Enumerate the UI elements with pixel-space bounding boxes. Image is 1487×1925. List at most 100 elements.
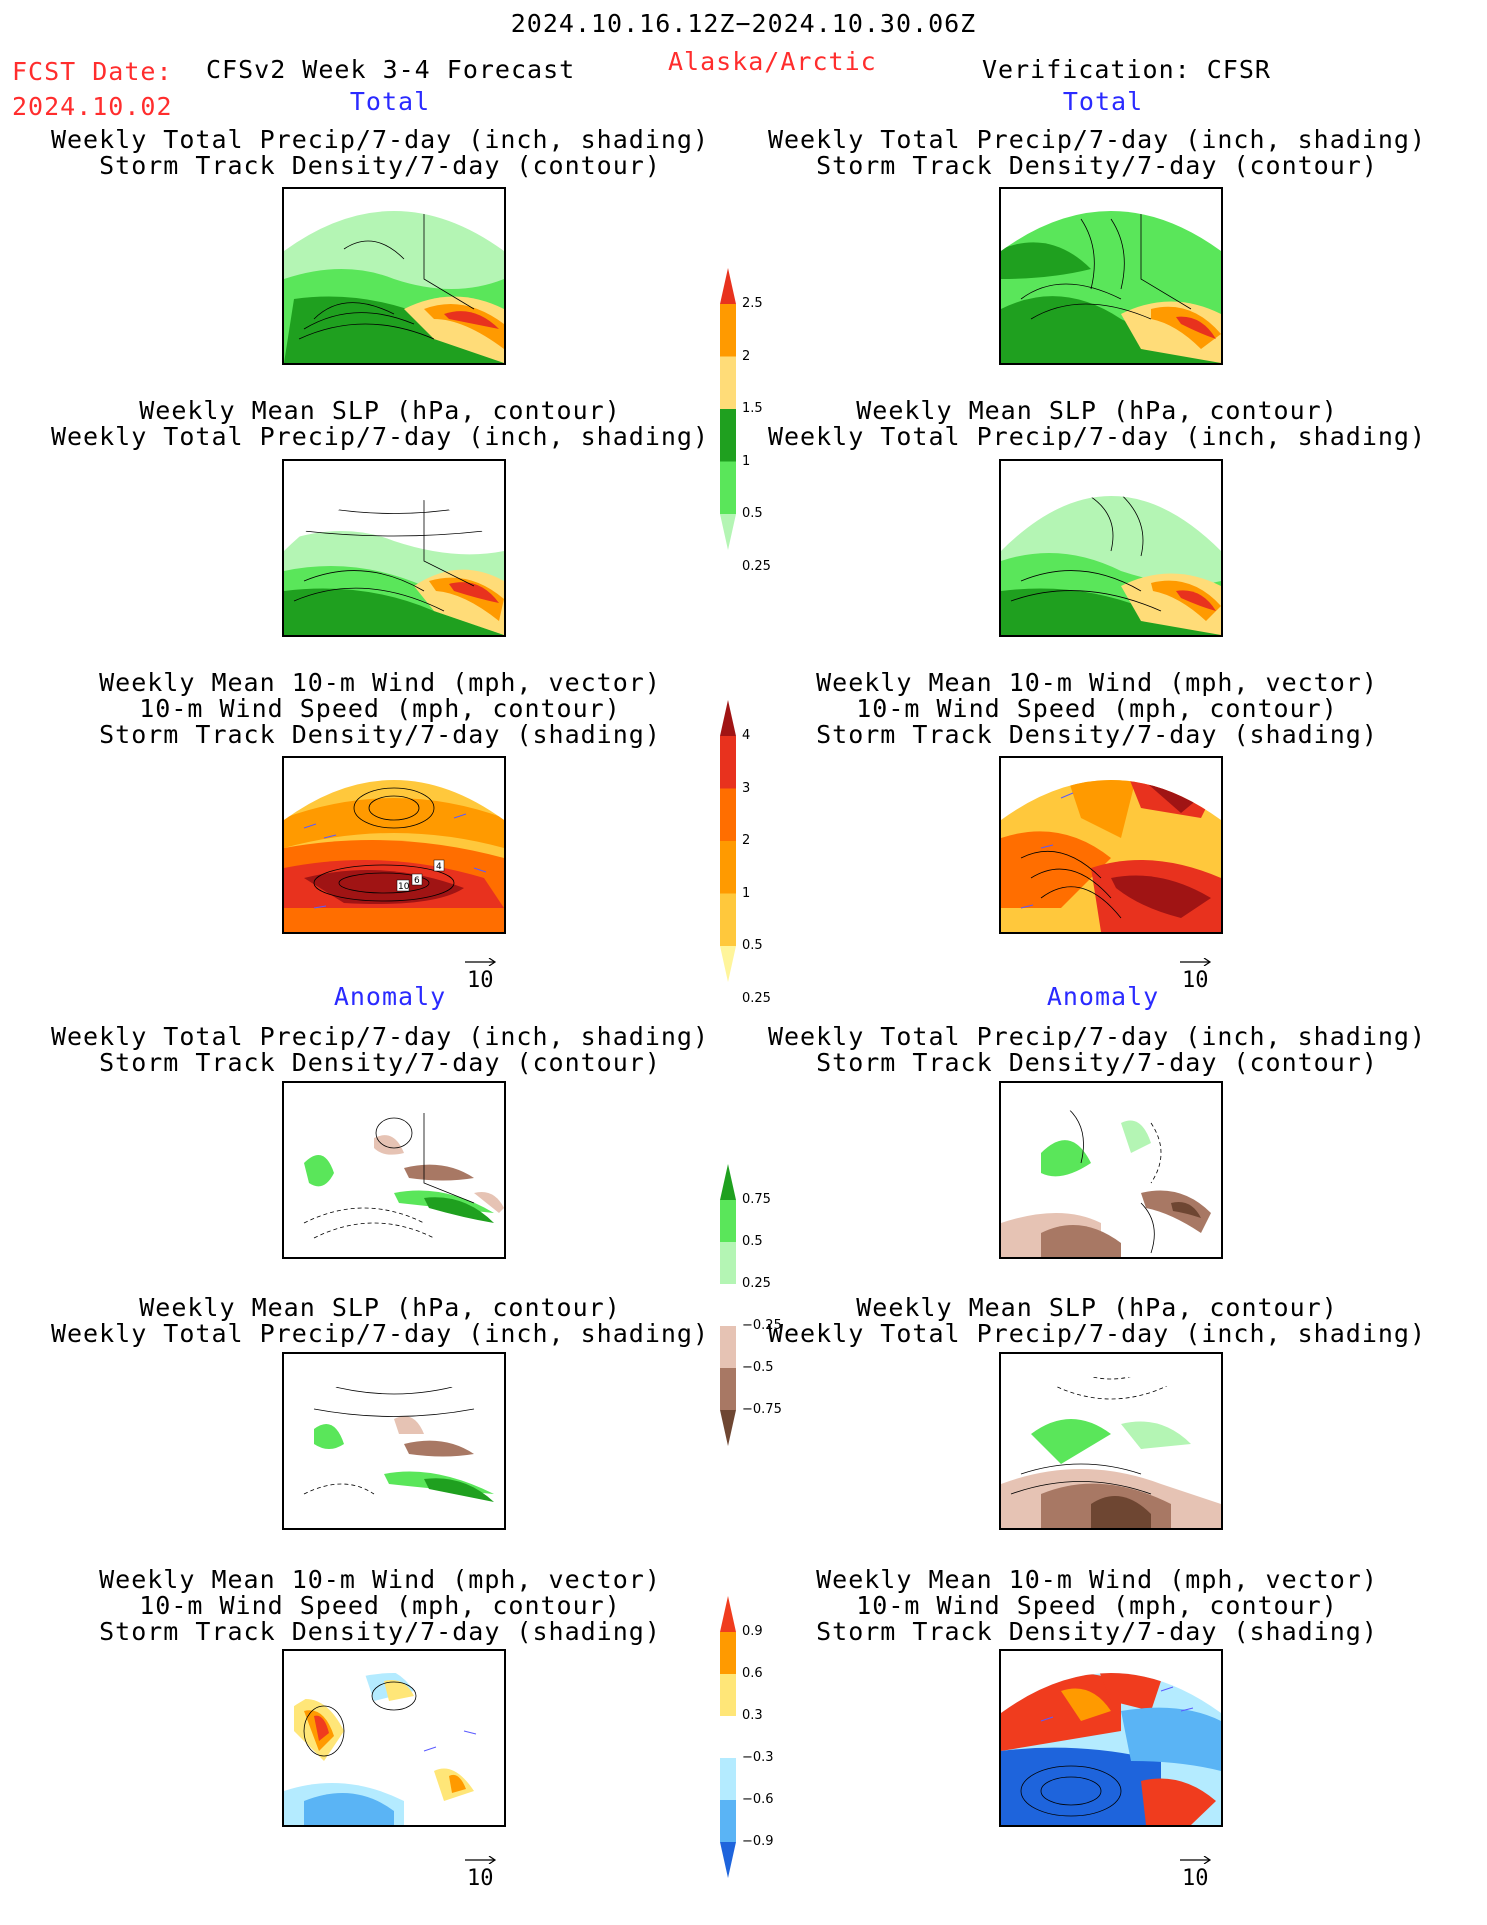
colorbar-track-anom: 0.9 0.6 0.3 −0.3 −0.6 −0.9	[718, 1596, 818, 1878]
colorbar-top-triangle	[720, 1164, 736, 1200]
section-total-right: Total	[1062, 87, 1144, 116]
precip-track-cfsr-svg	[1001, 211, 1221, 363]
vector-ref-arrow-icon	[1180, 958, 1212, 966]
colorbar-tick-label: 0.9	[742, 1624, 763, 1639]
colorbar-tick-label: 2	[742, 348, 751, 364]
slp-precip-forecast-svg	[284, 496, 504, 635]
map-precip-track-anom-forecast	[282, 1081, 506, 1259]
colorbar-swatch	[720, 893, 736, 946]
slp-precip-cfsr-svg	[1001, 496, 1221, 635]
map-slp-precip-cfsr	[999, 459, 1223, 637]
title-precip-track-anom-right: Weekly Total Precip/7-day (inch, shading…	[767, 1022, 1427, 1077]
colorbar-swatch	[720, 1326, 736, 1368]
colorbar-precip-anom: 0.75 0.5 0.25 −0.25 −0.5 −0.75	[718, 1164, 818, 1446]
colorbar-precip-total: 2.5 2 1.5 1 0.5 0.25	[718, 268, 818, 574]
colorbar-swatch	[720, 788, 736, 841]
colorbar-swatch	[720, 841, 736, 894]
map-label-10: 10	[398, 882, 410, 892]
vector-ref-label: 10	[467, 968, 494, 993]
colorbar-svg	[720, 268, 736, 550]
colorbar-tick-label: −0.6	[742, 1792, 774, 1807]
wind-track-anom-forecast-svg	[284, 1673, 504, 1825]
colorbar-tick-label: 4	[742, 728, 751, 743]
colorbar-tick-label: −0.5	[742, 1360, 774, 1375]
colorbar-tick-label: 1.5	[742, 401, 763, 416]
colorbar-tick-label: 0.3	[742, 1708, 763, 1723]
colorbar-top-triangle	[720, 268, 736, 304]
colorbar-bottom-triangle	[720, 1410, 736, 1446]
colorbar-tick-label: −0.3	[742, 1750, 774, 1765]
colorbar-top-triangle	[720, 1596, 736, 1632]
precip-track-forecast-svg	[284, 211, 504, 363]
colorbar-svg	[720, 700, 736, 982]
vector-ref-arrow-icon	[465, 1856, 497, 1864]
map-precip-track-cfsr	[999, 187, 1223, 365]
colorbar-tick-label: 0.75	[742, 1192, 771, 1207]
colorbar-swatch	[720, 356, 736, 409]
colorbar-tick-label: 2	[742, 833, 751, 848]
map-precip-track-forecast	[282, 187, 506, 365]
colorbar-swatch	[720, 461, 736, 514]
vector-ref-label: 10	[1182, 1866, 1209, 1891]
colorbar-track-total: 4 3 2 1 0.5 0.25	[718, 700, 818, 1006]
colorbar-tick-label: −0.25	[742, 1318, 782, 1333]
colorbar-swatch	[720, 1674, 736, 1716]
colorbar-bottom-triangle	[720, 514, 736, 550]
title-precip-track-right: Weekly Total Precip/7-day (inch, shading…	[767, 125, 1427, 180]
map-slp-precip-forecast	[282, 459, 506, 637]
colorbar-tick-label: 0.5	[742, 1234, 763, 1249]
colorbar-tick-label: 0.6	[742, 1666, 763, 1681]
model-title: CFSv2 Week 3-4 Forecast	[206, 55, 576, 84]
vector-ref-label: 10	[1182, 968, 1209, 993]
map-slp-precip-anom-forecast	[282, 1352, 506, 1530]
colorbar-tick-label: 0.5	[742, 506, 763, 521]
colorbar-swatch	[720, 1200, 736, 1242]
map-wind-track-anom-cfsr	[999, 1649, 1223, 1827]
colorbar-tick-label: 0.5	[742, 938, 763, 953]
colorbar-tick-label: −0.9	[742, 1834, 774, 1849]
fcst-date: 2024.10.02	[12, 92, 173, 121]
wind-track-anom-cfsr-svg	[1001, 1673, 1221, 1825]
colorbar-tick-label: 2.5	[742, 296, 763, 311]
colorbar-swatch	[720, 1632, 736, 1674]
vector-ref-arrow-icon	[465, 958, 497, 966]
title-slp-precip-anom-left: Weekly Mean SLP (hPa, contour) Weekly Tot…	[50, 1293, 710, 1348]
colorbar-tick-label: 1	[742, 885, 751, 901]
precip-track-anom-cfsr-svg	[1001, 1105, 1221, 1257]
vector-ref-label: 10	[467, 1866, 494, 1891]
wind-track-forecast-svg: 10 6 4	[284, 780, 504, 932]
colorbar-tick-label: 0.25	[742, 990, 771, 1006]
colorbar-swatch	[720, 1758, 736, 1800]
verification-title: Verification: CFSR	[982, 55, 1271, 84]
colorbar-tick-label: 3	[742, 780, 751, 796]
map-precip-track-anom-cfsr	[999, 1081, 1223, 1259]
colorbar-tick-label: 0.25	[742, 558, 771, 574]
colorbar-swatch	[720, 409, 736, 462]
colorbar-svg	[720, 1596, 736, 1878]
colorbar-tick-label: 0.25	[742, 1276, 771, 1291]
colorbar-bottom-triangle	[720, 946, 736, 982]
section-total-left: Total	[349, 87, 431, 116]
colorbar-swatch	[720, 736, 736, 789]
map-label-6: 6	[414, 876, 420, 886]
title-wind-track-anom-left: Weekly Mean 10-m Wind (mph, vector) 10-m …	[99, 1565, 661, 1646]
map-slp-precip-anom-cfsr	[999, 1352, 1223, 1530]
title-slp-precip-anom-right: Weekly Mean SLP (hPa, contour) Weekly Tot…	[767, 1293, 1427, 1348]
colorbar-tick-label: −0.75	[742, 1402, 782, 1417]
slp-precip-anom-cfsr-svg	[1001, 1376, 1221, 1528]
map-wind-track-anom-forecast	[282, 1649, 506, 1827]
colorbar-swatch	[720, 1242, 736, 1284]
title-slp-precip-left: Weekly Mean SLP (hPa, contour) Weekly Tot…	[50, 396, 710, 451]
slp-precip-anom-forecast-svg	[284, 1376, 504, 1528]
colorbar-svg	[720, 1164, 736, 1446]
map-wind-track-forecast: 10 6 4	[282, 756, 506, 934]
colorbar-tick-label: 1	[742, 453, 751, 469]
title-precip-track-anom-left: Weekly Total Precip/7-day (inch, shading…	[50, 1022, 710, 1077]
map-wind-track-cfsr	[999, 756, 1223, 934]
colorbar-swatch	[720, 1284, 736, 1326]
region-title: Alaska/Arctic	[668, 47, 877, 76]
colorbar-swatch	[720, 304, 736, 357]
precip-track-anom-forecast-svg	[284, 1105, 504, 1257]
colorbar-top-triangle	[720, 700, 736, 736]
colorbar-swatch	[720, 1800, 736, 1842]
